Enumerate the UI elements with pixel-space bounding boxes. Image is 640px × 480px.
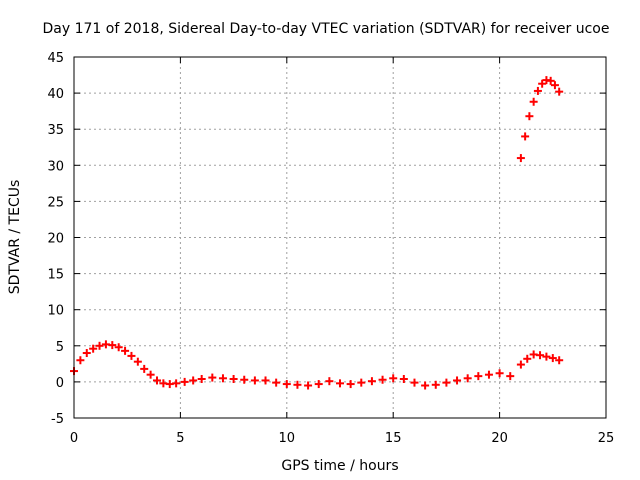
x-tick-label: 0 xyxy=(70,431,78,446)
data-point xyxy=(378,375,387,384)
data-point xyxy=(82,349,91,358)
data-point xyxy=(453,376,462,385)
data-point xyxy=(304,381,313,390)
data-point xyxy=(410,378,419,387)
data-point xyxy=(261,376,270,385)
data-point xyxy=(325,377,334,386)
data-point xyxy=(516,360,525,369)
data-point xyxy=(208,373,217,382)
y-tick-label: 20 xyxy=(47,232,64,247)
data-point xyxy=(152,376,161,385)
data-point xyxy=(484,370,493,379)
data-point xyxy=(95,341,104,350)
data-point xyxy=(367,377,376,386)
data-point xyxy=(172,379,181,388)
data-point xyxy=(389,374,398,383)
data-point xyxy=(293,380,302,389)
data-point xyxy=(546,76,555,85)
data-point xyxy=(218,374,227,383)
data-point xyxy=(229,375,238,384)
data-point xyxy=(121,346,130,355)
data-point xyxy=(336,379,344,388)
data-point xyxy=(542,352,551,361)
data-point xyxy=(555,356,564,365)
data-point xyxy=(495,369,504,378)
data-point xyxy=(282,380,291,389)
data-point xyxy=(399,375,408,384)
x-tick-label: 5 xyxy=(176,431,184,446)
x-tick-label: 15 xyxy=(385,431,402,446)
data-point xyxy=(463,374,472,383)
data-point xyxy=(533,86,542,95)
data-point xyxy=(538,79,547,88)
data-point xyxy=(189,376,198,385)
data-point xyxy=(272,378,281,387)
data-point xyxy=(516,154,525,163)
y-tick-label: 25 xyxy=(47,195,64,210)
data-point xyxy=(146,370,155,379)
y-tick-label: 15 xyxy=(47,268,64,283)
data-point xyxy=(550,81,559,90)
data-point xyxy=(521,132,530,141)
data-point xyxy=(555,87,564,96)
x-tick-label: 25 xyxy=(598,431,615,446)
data-point xyxy=(76,356,85,365)
data-point xyxy=(114,343,123,352)
data-point xyxy=(89,344,98,353)
y-tick-label: -5 xyxy=(51,412,64,427)
data-point xyxy=(180,377,189,386)
data-point xyxy=(421,381,430,390)
y-tick-label: 45 xyxy=(47,51,64,66)
data-point xyxy=(442,378,451,387)
data-point xyxy=(140,364,149,373)
data-point xyxy=(133,357,142,366)
x-tick-label: 20 xyxy=(491,431,508,446)
data-points xyxy=(70,76,564,390)
data-point xyxy=(523,354,532,363)
data-point xyxy=(525,112,534,121)
y-tick-label: 40 xyxy=(47,87,64,102)
data-point xyxy=(431,380,440,389)
chart-title: Day 171 of 2018, Sidereal Day-to-day VTE… xyxy=(43,21,610,37)
y-tick-label: 0 xyxy=(56,376,64,391)
data-point xyxy=(240,375,249,384)
data-point xyxy=(127,351,136,360)
y-tick-label: 5 xyxy=(56,340,64,355)
data-point xyxy=(474,372,483,381)
data-point xyxy=(357,378,366,387)
axis-ticks: 0 5 10 15 20 25 -5 0 5 10 15 20 25 30 35 40 45 xyxy=(47,51,614,446)
data-point xyxy=(108,341,117,350)
data-point xyxy=(314,380,323,389)
data-point xyxy=(506,372,515,381)
y-axis-label: SDTVAR / TECUs xyxy=(7,180,23,295)
x-axis-label: GPS time / hours xyxy=(281,458,398,474)
y-tick-label: 10 xyxy=(47,304,64,319)
x-tick-label: 10 xyxy=(279,431,296,446)
data-point xyxy=(536,351,545,360)
data-point xyxy=(346,380,355,389)
data-point xyxy=(197,375,206,384)
data-point xyxy=(250,376,259,385)
grid-lines xyxy=(74,57,606,418)
data-point xyxy=(548,354,557,363)
y-tick-label: 30 xyxy=(47,159,64,174)
y-tick-label: 35 xyxy=(47,123,64,138)
data-point xyxy=(529,97,538,106)
